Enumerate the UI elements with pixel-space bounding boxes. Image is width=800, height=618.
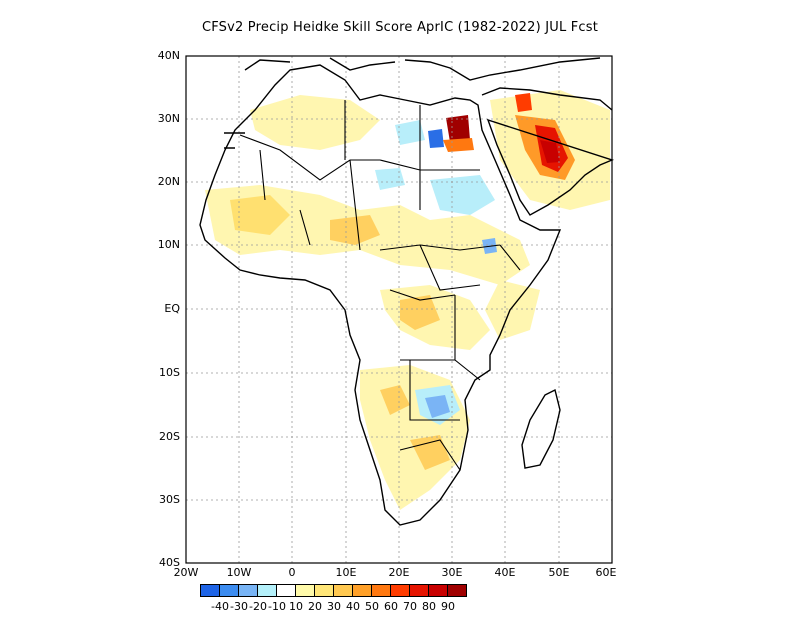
colorbar-tick-label: -10 <box>268 600 286 613</box>
colorbar-swatch <box>333 584 353 597</box>
lon-label-20w: 20W <box>173 566 199 579</box>
shade-arabia-darkred <box>540 140 560 163</box>
colorbar-swatch <box>276 584 296 597</box>
coastlines <box>199 57 615 526</box>
lat-label-10n: 10N <box>157 238 180 251</box>
colorbar-tick-label: 60 <box>384 600 398 613</box>
skill-shading <box>205 90 610 510</box>
shade-zambia-mid-blue <box>425 395 450 418</box>
colorbar-tick-label: 30 <box>327 600 341 613</box>
lon-label-20e: 20E <box>388 566 410 579</box>
lon-label-0: 0 <box>288 566 296 579</box>
europe-coastline <box>244 57 601 81</box>
colorbar-tick-label: 80 <box>422 600 436 613</box>
lon-label-60e: 60E <box>595 566 617 579</box>
lon-label-30e: 30E <box>441 566 463 579</box>
shade-sahel-orange <box>330 215 380 245</box>
shade-arabia-north-red <box>515 93 532 112</box>
arabia-coastline <box>481 87 615 216</box>
shade-east-yellow <box>485 280 540 340</box>
shade-west-orange <box>230 195 290 235</box>
shade-sudan-blue <box>430 175 495 215</box>
madagascar-coastline <box>521 388 561 469</box>
map-plot-area <box>185 55 615 564</box>
colorbar <box>200 584 467 597</box>
colorbar-swatch <box>238 584 258 597</box>
lon-label-50e: 50E <box>548 566 570 579</box>
colorbar-tick-label: 40 <box>346 600 360 613</box>
lat-label-30n: 30N <box>157 112 180 125</box>
colorbar-tick-label: 70 <box>403 600 417 613</box>
coast-inner-tick <box>224 132 245 149</box>
lat-label-30s: 30S <box>159 493 180 506</box>
colorbar-swatch <box>219 584 239 597</box>
africa-coastline <box>199 64 562 526</box>
colorbar-tick-label: 20 <box>308 600 322 613</box>
lat-label-10s: 10S <box>159 366 180 379</box>
colorbar-tick-label: 50 <box>365 600 379 613</box>
colorbar-swatch <box>352 584 372 597</box>
colorbar-swatch <box>314 584 334 597</box>
colorbar-swatch <box>371 584 391 597</box>
colorbar-swatch <box>295 584 315 597</box>
lat-label-40n: 40N <box>157 49 180 62</box>
shade-south-orange <box>380 385 410 415</box>
shade-north-yellow <box>250 95 380 150</box>
lon-label-10w: 10W <box>226 566 252 579</box>
shade-kalahari-orange <box>410 435 450 470</box>
lat-label-eq: EQ <box>164 302 180 315</box>
country-borders <box>239 100 521 471</box>
lon-label-10e: 10E <box>335 566 357 579</box>
map-title: CFSv2 Precip Heidke Skill Score AprIC (1… <box>201 20 599 35</box>
shade-sahara-blue <box>375 168 405 190</box>
shade-egypt-orange-rim <box>443 138 474 152</box>
colorbar-swatch <box>447 584 467 597</box>
colorbar-tick-label: -20 <box>249 600 267 613</box>
colorbar-swatch <box>200 584 220 597</box>
colorbar-tick-label: -40 <box>211 600 229 613</box>
colorbar-swatch <box>409 584 429 597</box>
lat-label-40s: 40S <box>159 556 180 569</box>
plot-frame <box>185 55 613 564</box>
shade-egypt-blue <box>395 120 425 145</box>
colorbar-tick-label: 10 <box>289 600 303 613</box>
gridlines <box>186 56 612 563</box>
lat-label-20n: 20N <box>157 175 180 188</box>
lon-label-40e: 40E <box>494 566 516 579</box>
colorbar-swatch <box>390 584 410 597</box>
shade-libya-blue <box>428 129 444 148</box>
colorbar-swatch <box>257 584 277 597</box>
colorbar-tick-label: 90 <box>441 600 455 613</box>
colorbar-tick-label: -30 <box>230 600 248 613</box>
lat-label-20s: 20S <box>159 430 180 443</box>
colorbar-swatch <box>428 584 448 597</box>
shade-congo-orange <box>400 295 440 330</box>
